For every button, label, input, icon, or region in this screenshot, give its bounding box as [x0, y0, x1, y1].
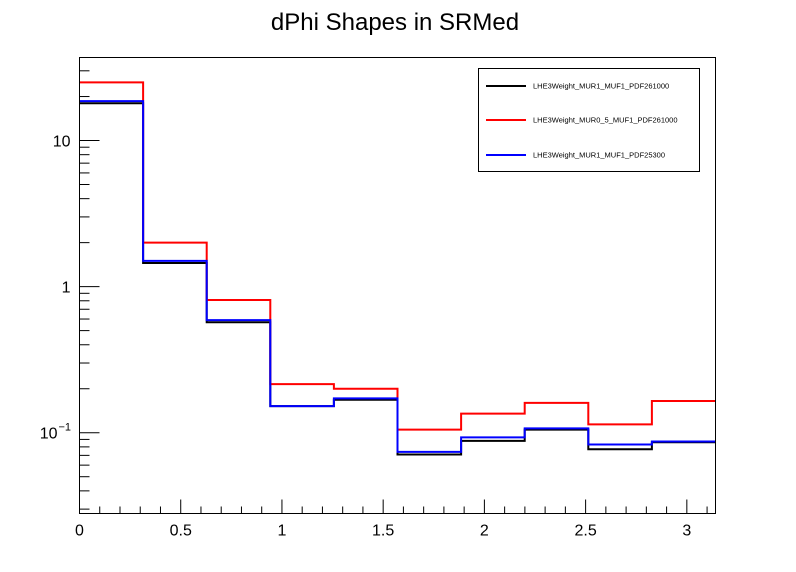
x-tick-label: 3 [682, 523, 691, 540]
legend-label: LHE3Weight_MUR0_5_MUF1_PDF261000 [533, 116, 678, 125]
legend-label: LHE3Weight_MUR1_MUF1_PDF261000 [533, 82, 669, 91]
y-tick-label: 10 [53, 134, 71, 151]
x-tick-label: 1.5 [372, 523, 394, 540]
x-tick-label: 0 [75, 523, 84, 540]
y-tick-exponent: −1 [59, 422, 72, 434]
legend-entries: LHE3Weight_MUR1_MUF1_PDF261000 LHE3Weight… [486, 82, 678, 160]
x-tick-label: 2 [480, 523, 489, 540]
series-layer [79, 81, 716, 456]
y-tick-label: 1 [62, 280, 71, 297]
chart-title: dPhi Shapes in SRMed [271, 9, 519, 36]
legend: LHE3Weight_MUR1_MUF1_PDF261000 LHE3Weight… [478, 68, 700, 172]
y-tick-label: 10 [40, 426, 58, 443]
x-tick-label: 2.5 [574, 523, 596, 540]
x-tick-label: 1 [277, 523, 286, 540]
plot-frame [79, 57, 716, 514]
legend-label: LHE3Weight_MUR1_MUF1_PDF25300 [533, 151, 665, 160]
x-tick-label: 0.5 [170, 523, 192, 540]
series-2-line [79, 100, 716, 453]
